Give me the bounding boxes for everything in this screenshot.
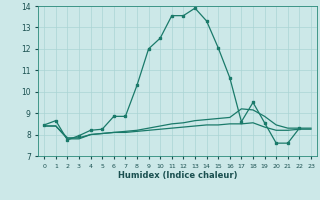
X-axis label: Humidex (Indice chaleur): Humidex (Indice chaleur) — [118, 171, 237, 180]
